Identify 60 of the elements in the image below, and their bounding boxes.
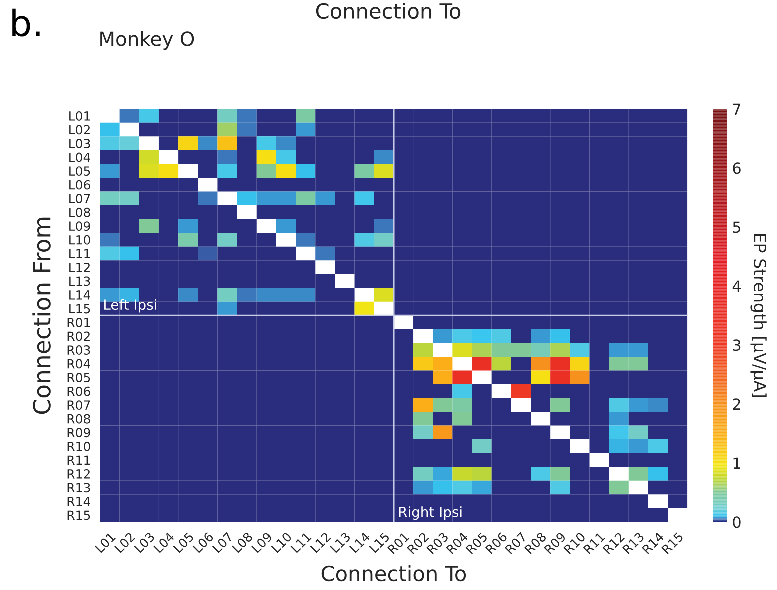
y-tick-label: L06: [70, 180, 90, 190]
x-tick-label: L04: [154, 532, 176, 554]
y-tick-label: L03: [70, 139, 90, 148]
y-tick-label: L04: [70, 152, 91, 162]
y-tick-label: R04: [68, 359, 91, 369]
y-tick-label: R10: [68, 442, 90, 452]
y-tick-label: R13: [68, 483, 90, 493]
x-tick-label: L02: [114, 532, 136, 554]
color-bar-label: 4: [732, 280, 741, 292]
x-tick-label: L09: [252, 532, 273, 554]
text: b.: [12, 8, 40, 37]
y-tick-label: L02: [70, 125, 90, 135]
y-tick-label: R05: [68, 373, 90, 383]
x-tick-label: L03: [134, 532, 156, 554]
x-tick-label: L11: [290, 532, 312, 554]
chart-title: Connection To: [316, 2, 461, 20]
y-tick-label: L11: [70, 249, 90, 258]
y-tick-label: R11: [68, 456, 90, 465]
color-bar-label: 6: [733, 162, 741, 174]
y-tick-label: L13: [70, 276, 90, 286]
y-tick-label: L01: [70, 112, 90, 121]
y-tick-label: R01: [68, 318, 90, 328]
x-tick-label: R11: [583, 532, 606, 554]
x-tick-label: L12: [310, 532, 332, 554]
chart-subtitle: Monkey O: [100, 31, 194, 50]
color-bar-label: 0: [733, 516, 741, 528]
color-bar-label: 1: [734, 458, 740, 469]
x-tick-label: L01: [94, 532, 116, 554]
y-tick-label: R03: [68, 346, 90, 355]
x-tick-label: L10: [271, 532, 292, 554]
y-tick-label: L05: [70, 166, 90, 176]
x-tick-label: L05: [173, 532, 194, 554]
y-tick-label: L15: [70, 304, 90, 314]
y-tick-label: R06: [68, 386, 90, 396]
y-tick-label: L12: [70, 262, 90, 272]
y-tick-label: R07: [68, 400, 90, 410]
y-tick-label: R15: [68, 510, 90, 520]
y-tick-label: L08: [70, 208, 90, 218]
y-tick-label: R12: [68, 469, 90, 479]
color-bar-label: 3: [733, 340, 741, 352]
y-tick-label: R08: [68, 414, 90, 424]
annotation: Right Ipsi: [399, 506, 462, 520]
y-tick-label: L10: [70, 235, 90, 245]
y-tick-label: L09: [70, 222, 90, 232]
color-bar-title: EP Strength [µV/µA]: [750, 234, 767, 398]
x-tick-label: L08: [232, 532, 254, 554]
x-tick-label: L14: [350, 532, 371, 554]
y-tick-label: R14: [68, 497, 91, 506]
x-axis-title: Connection To: [322, 565, 466, 582]
color-bar-label: 5: [733, 222, 741, 234]
y-axis-title: Connection From: [32, 218, 51, 414]
y-tick-label: L07: [70, 194, 90, 204]
x-tick-label: L13: [330, 532, 352, 554]
y-tick-label: L14: [70, 290, 91, 300]
y-tick-label: R09: [68, 428, 90, 438]
color-bar-label: 2: [733, 398, 740, 410]
x-tick-label: L06: [192, 532, 214, 554]
color-bar-label: 7: [733, 104, 741, 115]
annotation: Left Ipsi: [104, 299, 156, 313]
y-tick-label: R02: [68, 332, 90, 342]
